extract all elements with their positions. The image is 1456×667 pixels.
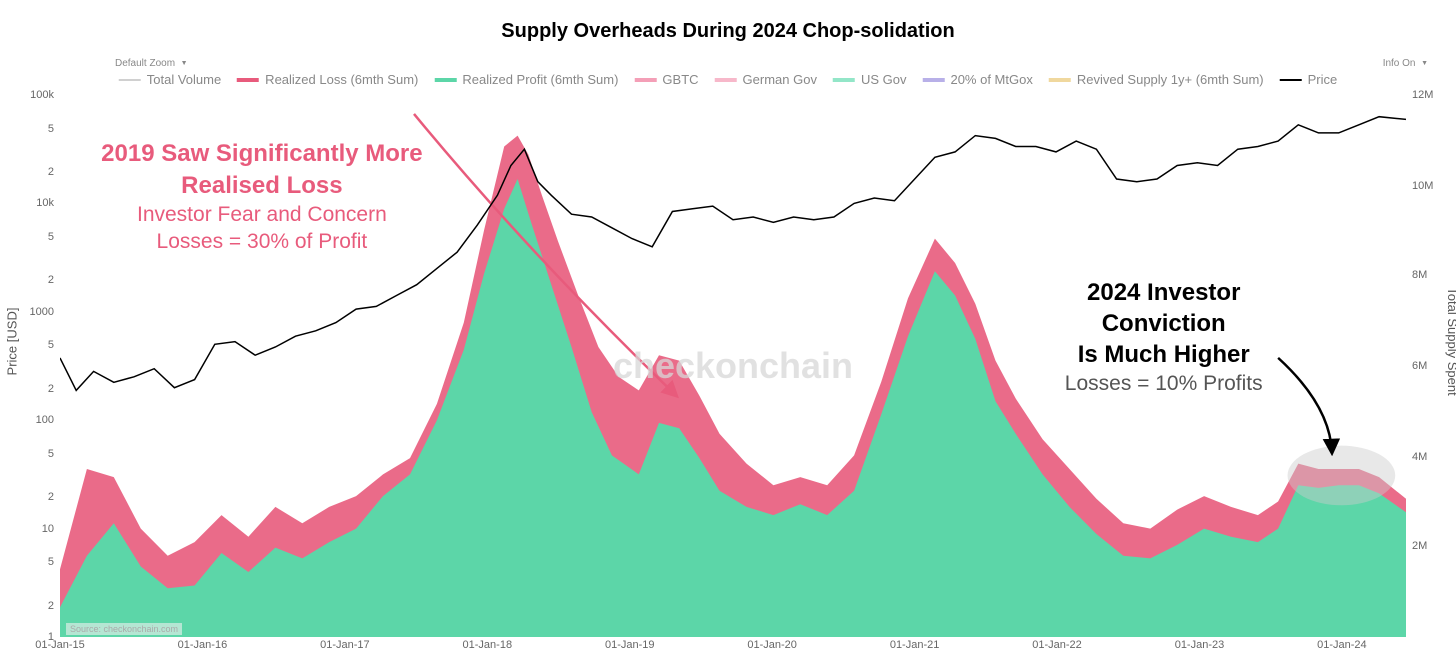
highlight-ellipse: [1288, 446, 1396, 506]
annotation-title: 2019 Saw Significantly MoreRealised Loss: [101, 138, 422, 200]
legend-label: Total Volume: [147, 72, 221, 87]
legend-item[interactable]: German Gov: [715, 72, 817, 87]
plot-area: checkonchain 2019 Saw Significantly More…: [60, 95, 1406, 637]
legend-item[interactable]: US Gov: [833, 72, 907, 87]
y-tick-left: 1000: [30, 306, 54, 318]
legend-label: German Gov: [743, 72, 817, 87]
zoom-control[interactable]: Default Zoom ▼: [115, 58, 188, 69]
x-tick: 01-Jan-17: [320, 639, 370, 651]
x-tick: 01-Jan-18: [463, 639, 513, 651]
legend-item[interactable]: Total Volume: [119, 72, 221, 87]
y-tick-right: 10M: [1412, 180, 1433, 192]
y-tick-left: 2: [48, 274, 54, 286]
x-tick: 01-Jan-21: [890, 639, 940, 651]
legend-label: GBTC: [662, 72, 698, 87]
annotation-subtitle: Losses = 10% Profits: [1043, 370, 1285, 397]
x-tick: 01-Jan-23: [1175, 639, 1225, 651]
annotation-subtitle: Investor Fear and ConcernLosses = 30% of…: [101, 201, 422, 256]
legend-swatch: [922, 78, 944, 82]
annotation-arrow: [1278, 358, 1332, 453]
x-tick: 01-Jan-16: [178, 639, 228, 651]
legend-swatch: [1280, 79, 1302, 81]
y-axis-right: 12M 10M 8M 6M 4M 2M: [1406, 0, 1456, 667]
y-tick-right: 12M: [1412, 89, 1433, 101]
y-tick-left: 5: [48, 231, 54, 243]
chart-container: Supply Overheads During 2024 Chop-solida…: [0, 0, 1456, 667]
anno2019: 2019 Saw Significantly MoreRealised Loss…: [101, 138, 422, 255]
y-tick-left: 10: [42, 523, 54, 535]
x-tick: 01-Jan-22: [1032, 639, 1082, 651]
y-tick-right: 4M: [1412, 451, 1427, 463]
y-tick-left: 5: [48, 123, 54, 135]
anno2024: 2024 Investor ConvictionIs Much HigherLo…: [1043, 277, 1285, 398]
legend-item[interactable]: Price: [1280, 72, 1338, 87]
legend-label: Realized Loss (6mth Sum): [265, 72, 418, 87]
y-tick-left: 2: [48, 600, 54, 612]
legend-swatch: [715, 78, 737, 82]
y-tick-left: 5: [48, 448, 54, 460]
legend-item[interactable]: Realized Profit (6mth Sum): [434, 72, 618, 87]
x-tick: 01-Jan-15: [35, 639, 85, 651]
legend-label: Revived Supply 1y+ (6mth Sum): [1077, 72, 1264, 87]
x-tick: 01-Jan-20: [747, 639, 797, 651]
legend-label: 20% of MtGox: [950, 72, 1032, 87]
legend-swatch: [237, 78, 259, 82]
y-tick-left: 5: [48, 556, 54, 568]
y-tick-left: 2: [48, 491, 54, 503]
y-tick-right: 8M: [1412, 269, 1427, 281]
legend-label: Price: [1308, 72, 1338, 87]
chart-title: Supply Overheads During 2024 Chop-solida…: [501, 20, 954, 43]
legend-swatch: [1049, 78, 1071, 82]
legend-label: US Gov: [861, 72, 907, 87]
legend-item[interactable]: Revived Supply 1y+ (6mth Sum): [1049, 72, 1264, 87]
source-text: Source: checkonchain.com: [66, 623, 182, 635]
legend-label: Realized Profit (6mth Sum): [462, 72, 618, 87]
y-axis-left: 12510251002510002510k25100k: [0, 0, 60, 667]
legend-item[interactable]: 20% of MtGox: [922, 72, 1032, 87]
x-axis: 01-Jan-1501-Jan-1601-Jan-1701-Jan-1801-J…: [60, 639, 1406, 659]
legend-swatch: [119, 79, 141, 81]
x-tick: 01-Jan-24: [1317, 639, 1367, 651]
legend-swatch: [634, 78, 656, 82]
y-tick-left: 5: [48, 339, 54, 351]
legend: Total Volume Realized Loss (6mth Sum) Real…: [119, 72, 1338, 87]
y-tick-left: 10k: [36, 197, 54, 209]
legend-item[interactable]: GBTC: [634, 72, 698, 87]
y-tick-right: 2M: [1412, 540, 1427, 552]
annotation-title: 2024 Investor ConvictionIs Much Higher: [1043, 277, 1285, 371]
y-tick-right: 6M: [1412, 360, 1427, 372]
legend-swatch: [434, 78, 456, 82]
y-tick-left: 100k: [30, 89, 54, 101]
y-tick-left: 100: [36, 414, 54, 426]
y-tick-left: 2: [48, 166, 54, 178]
legend-item[interactable]: Realized Loss (6mth Sum): [237, 72, 418, 87]
y-tick-left: 2: [48, 383, 54, 395]
x-tick: 01-Jan-19: [605, 639, 655, 651]
legend-swatch: [833, 78, 855, 82]
